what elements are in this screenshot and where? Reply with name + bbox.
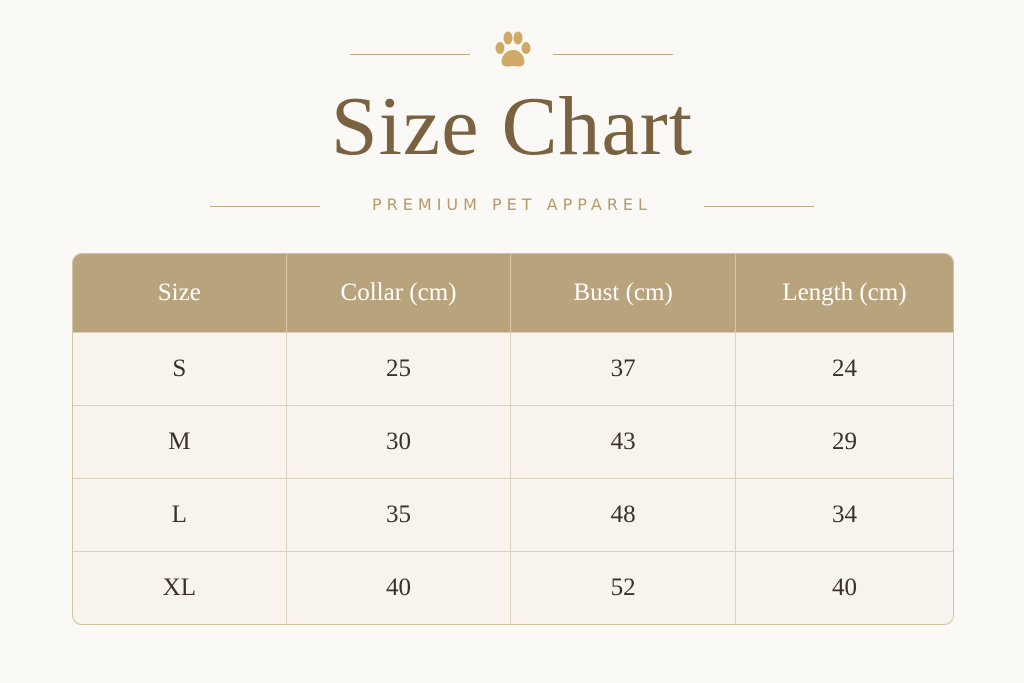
- size-table: Size Collar (cm) Bust (cm) Length (cm) S 25 3…: [72, 253, 954, 625]
- cell: 40: [286, 551, 512, 624]
- cell: 30: [286, 405, 512, 478]
- paw-icon: [495, 31, 531, 67]
- divider: [350, 54, 470, 55]
- row: S 25 37 24: [73, 332, 953, 405]
- cell: 48: [511, 478, 736, 551]
- column-header: Collar (cm): [286, 254, 512, 332]
- divider: [210, 206, 320, 207]
- cell: 43: [511, 405, 736, 478]
- cell: L: [73, 478, 287, 551]
- cell: 24: [735, 332, 953, 405]
- cell: 25: [286, 332, 512, 405]
- cell: 40: [735, 551, 953, 624]
- row: M 30 43 29: [73, 405, 953, 478]
- row: L 35 48 34: [73, 478, 953, 551]
- header-row: Size Collar (cm) Bust (cm) Length (cm): [73, 254, 953, 332]
- row: XL 40 52 40: [73, 551, 953, 624]
- cell: M: [73, 405, 287, 478]
- column-header: Length (cm): [735, 254, 953, 332]
- divider: [553, 54, 673, 55]
- cell: 35: [286, 478, 512, 551]
- column-header: Bust (cm): [511, 254, 736, 332]
- cell: 52: [511, 551, 736, 624]
- column-header: Size: [73, 254, 287, 332]
- cell: 29: [735, 405, 953, 478]
- cell: 37: [511, 332, 736, 405]
- title: Size Chart: [330, 80, 694, 173]
- cell: S: [73, 332, 287, 405]
- divider: [704, 206, 814, 207]
- cell: 34: [735, 478, 953, 551]
- subtitle: PREMIUM PET APPAREL: [372, 195, 652, 214]
- cell: XL: [73, 551, 287, 624]
